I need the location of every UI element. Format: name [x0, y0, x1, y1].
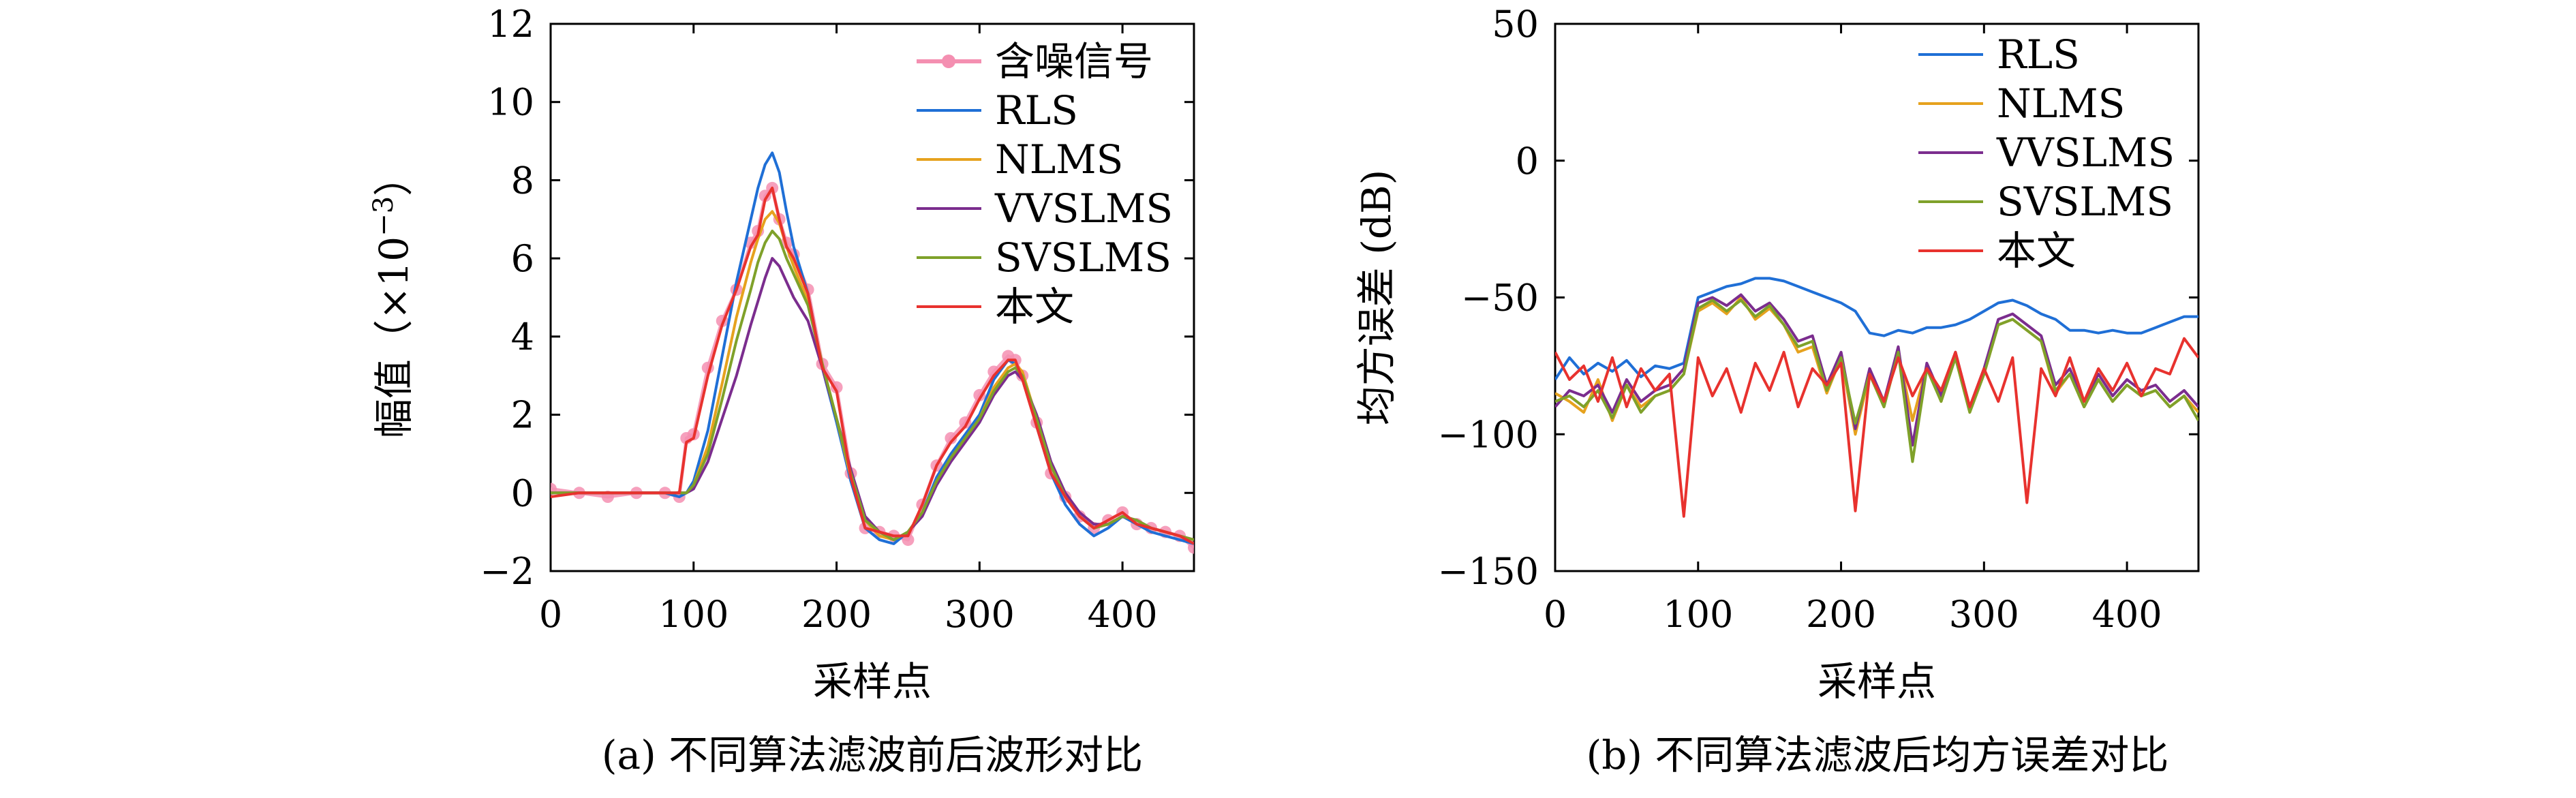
- y-tick-label: 10: [487, 81, 534, 124]
- legend-label-proposed: 本文: [1997, 228, 2076, 274]
- series-line-proposed: [551, 186, 1194, 545]
- series-point-noisy: [945, 431, 957, 444]
- y-axis-label: 幅值（×10−3）: [368, 157, 417, 438]
- x-tick-label: 200: [1806, 593, 1876, 636]
- x-tick-label: 400: [2092, 593, 2162, 636]
- x-tick-label: 100: [1663, 593, 1733, 636]
- chart-a: 0 100 200 300 400−2024681012含噪信号RLSNLMSVVSLM…: [368, 3, 1195, 778]
- x-axis-label: 采样点: [1818, 658, 1936, 705]
- y-tick-label: 0: [1516, 140, 1539, 183]
- figure-caption: (b) 不同算法滤波后均方误差对比: [1586, 732, 2169, 778]
- y-tick-label: −2: [480, 550, 534, 593]
- legend-label-SVSLMS: SVSLMS: [1997, 179, 2173, 225]
- series-line-proposed: [1555, 337, 2198, 518]
- plot-frame: [549, 22, 1195, 572]
- y-tick-label: 12: [487, 3, 534, 46]
- series-line-NLMS: [1555, 296, 2198, 436]
- legend-label-SVSLMS: SVSLMS: [995, 234, 1171, 281]
- legend-label-proposed: 本文: [995, 283, 1074, 330]
- x-tick-label: 0: [539, 593, 562, 636]
- y-tick-label: −150: [1438, 550, 1539, 593]
- y-axis-label: 均方误差 (dB): [1353, 170, 1400, 425]
- x-tick-label: 200: [801, 593, 872, 636]
- y-tick-label: 4: [511, 316, 534, 358]
- plot-area: [551, 151, 1194, 554]
- figure-caption: (a) 不同算法滤波前后波形对比: [602, 732, 1143, 778]
- legend-label-VVSLMS: VVSLMS: [1996, 129, 2175, 176]
- x-tick-label: 0: [1544, 593, 1567, 636]
- y-axis-label-close: ）: [371, 157, 417, 196]
- series-line-VVSLMS: [551, 257, 1194, 542]
- x-tick-label: 100: [658, 593, 729, 636]
- legend-label-NLMS: NLMS: [1997, 80, 2125, 127]
- plot-area: [1555, 277, 2198, 518]
- y-tick-label: 8: [511, 159, 534, 202]
- chart-b: 0 100 200 300 400 −150 −100 −50 0 50 RLSNLMSVVSLMS…: [1353, 3, 2200, 778]
- y-tick-label: 2: [511, 394, 534, 437]
- x-tick-label: 400: [1088, 593, 1158, 636]
- legend-label-RLS: RLS: [1997, 31, 2080, 78]
- y-tick-label: 6: [511, 237, 534, 280]
- legend-label-NLMS: NLMS: [995, 136, 1123, 183]
- legend-label-VVSLMS: VVSLMS: [994, 185, 1173, 232]
- y-tick-label: −50: [1461, 277, 1539, 320]
- series-line-RLS: [1555, 277, 2198, 381]
- legend-label-RLS: RLS: [995, 87, 1078, 134]
- series-line-RLS: [551, 151, 1194, 545]
- y-tick-label: −100: [1438, 413, 1539, 456]
- legend-marker-noisy: [942, 55, 955, 68]
- x-axis-label: 采样点: [813, 658, 932, 705]
- legend-label-noisy: 含噪信号: [995, 38, 1153, 85]
- y-tick-label: 50: [1492, 3, 1539, 46]
- x-tick-label: 300: [1949, 593, 2019, 636]
- y-axis-label-exponent: −3: [368, 196, 399, 236]
- x-tick-label: 300: [945, 593, 1015, 636]
- y-tick-label: 0: [511, 472, 534, 515]
